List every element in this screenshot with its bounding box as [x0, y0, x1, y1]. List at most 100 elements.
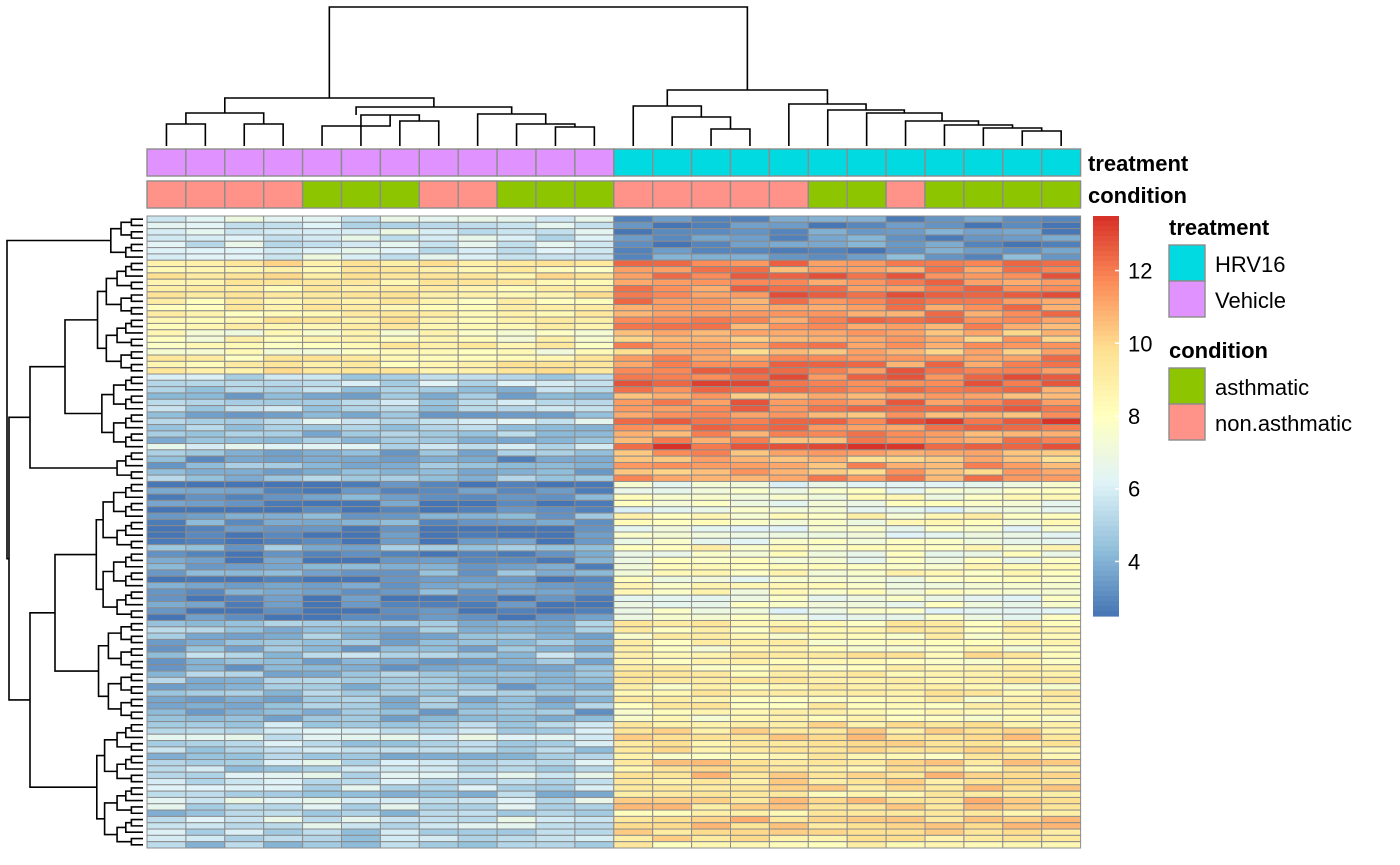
heatmap-cell: [807, 335, 848, 343]
heatmap-cell: [691, 582, 731, 590]
heatmap-cell: [263, 575, 304, 584]
heatmap-cell: [496, 759, 537, 767]
column-dendrogram-branch: [165, 123, 207, 146]
heatmap-cell: [963, 790, 1004, 798]
heatmap-cell: [341, 601, 381, 609]
heatmap-cell: [613, 676, 654, 685]
heatmap-cell: [496, 221, 537, 230]
color-scale-segment: [1093, 271, 1119, 277]
column-dendrogram-branch: [224, 97, 435, 113]
heatmap-cell: [263, 569, 304, 577]
heatmap-cell: [535, 240, 576, 249]
heatmap-cell: [379, 424, 420, 432]
heatmap-cell: [730, 695, 770, 704]
heatmap-cell: [730, 480, 770, 489]
heatmap-cell: [768, 518, 809, 527]
heatmap-cell: [691, 417, 731, 426]
heatmap-cell: [418, 531, 459, 539]
heatmap-cell: [496, 727, 537, 735]
heatmap-cell: [613, 322, 654, 331]
heatmap-cell: [924, 834, 965, 843]
heatmap-cell: [1002, 512, 1043, 520]
heatmap-cell: [613, 834, 654, 843]
heatmap-cell: [924, 771, 965, 779]
heatmap-cell: [885, 411, 926, 419]
heatmap-cell: [496, 651, 537, 659]
heatmap-cell: [263, 379, 304, 388]
heatmap-cell: [613, 841, 654, 849]
heatmap-cell: [885, 721, 926, 729]
heatmap-cell: [418, 544, 459, 552]
heatmap-cell: [885, 373, 926, 381]
heatmap-cell: [302, 480, 343, 489]
heatmap-cell: [885, 702, 926, 710]
heatmap-cell: [963, 702, 1004, 710]
heatmap-cell: [185, 594, 226, 603]
heatmap-cell: [613, 657, 654, 666]
heatmap-cell: [885, 499, 926, 508]
heatmap-cell: [613, 468, 654, 476]
heatmap-cell: [1041, 493, 1082, 501]
heatmap-cell: [574, 657, 615, 666]
heatmap-cell: [730, 436, 770, 445]
heatmap-cell: [379, 518, 420, 527]
heatmap-cell: [263, 632, 304, 640]
heatmap-cell: [691, 803, 731, 811]
heatmap-cell: [302, 834, 343, 843]
heatmap-cell: [613, 569, 654, 577]
heatmap-cell: [341, 455, 381, 463]
heatmap-cell: [613, 499, 654, 508]
heatmap-cell: [730, 493, 770, 501]
heatmap-cell: [652, 689, 693, 697]
heatmap-cell: [963, 834, 1004, 843]
heatmap-cell: [691, 228, 731, 236]
heatmap-cell: [768, 708, 809, 716]
heatmap-cell: [807, 506, 848, 514]
heatmap-cell: [263, 796, 304, 805]
heatmap-cell: [846, 379, 887, 388]
heatmap-cell: [807, 297, 848, 305]
color-scale-segment: [1093, 251, 1119, 257]
row-dendrogram-branch: [102, 501, 118, 539]
heatmap-cell: [885, 455, 926, 463]
heatmap-cell: [963, 746, 1004, 754]
heatmap-cell: [924, 215, 965, 223]
heatmap-cell: [418, 461, 459, 470]
heatmap-cell: [263, 297, 304, 305]
heatmap-cell: [302, 607, 343, 615]
heatmap-cell: [185, 285, 226, 293]
heatmap-cell: [963, 487, 1004, 495]
heatmap-cell: [807, 651, 848, 659]
heatmap-cell: [846, 651, 887, 659]
color-scale-segment: [1093, 496, 1119, 502]
heatmap-cell: [924, 537, 965, 546]
color-scale-segment: [1093, 516, 1119, 522]
heatmap-cell: [535, 234, 576, 242]
heatmap-cell: [302, 556, 343, 565]
row-dendrogram-branch: [6, 239, 111, 560]
heatmap-cell: [613, 417, 654, 426]
heatmap-cell: [263, 234, 304, 242]
heatmap-cell: [224, 771, 265, 779]
heatmap-cell: [535, 443, 576, 451]
row-dendrogram-branch: [130, 635, 143, 644]
heatmap-cell: [885, 285, 926, 293]
heatmap-cell: [146, 733, 187, 742]
heatmap-cell: [574, 645, 615, 653]
heatmap-cell: [963, 322, 1004, 331]
heatmap-cell: [768, 398, 809, 407]
heatmap-cell: [885, 746, 926, 754]
heatmap-cell: [1041, 638, 1082, 647]
heatmap-cell: [652, 607, 693, 615]
heatmap-cell: [496, 303, 537, 312]
heatmap-cell: [1041, 221, 1082, 230]
heatmap-cell: [574, 240, 615, 249]
heatmap-cell: [846, 373, 887, 381]
heatmap-cell: [807, 803, 848, 811]
heatmap-cell: [341, 550, 381, 558]
heatmap-cell: [1002, 506, 1043, 514]
heatmap-cell: [535, 784, 576, 792]
heatmap-cell: [379, 784, 420, 792]
heatmap-cell: [574, 556, 615, 565]
heatmap-cell: [1041, 771, 1082, 779]
